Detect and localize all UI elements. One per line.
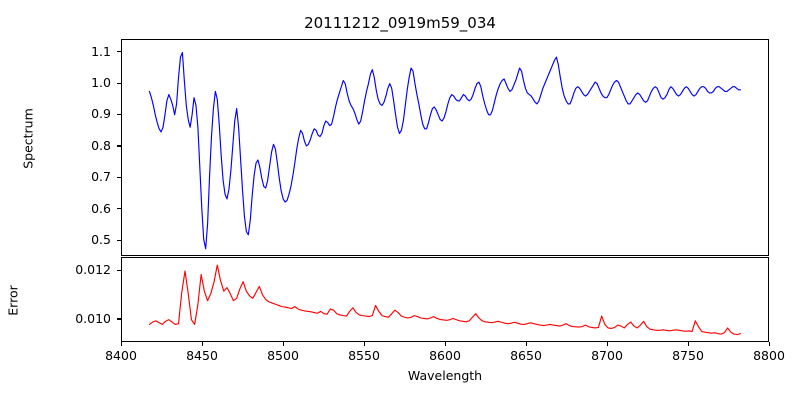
spectrum-line-plot (148, 51, 742, 250)
x-axis-label: Wavelength (407, 368, 483, 383)
x-tick-mark (687, 342, 689, 346)
x-tick-label: 8650 (510, 348, 542, 363)
y-tick-label: 1.0 (91, 75, 111, 91)
x-tick-mark (444, 342, 446, 346)
y-tick-label: 0.9 (91, 106, 111, 122)
x-tick-label: 8550 (348, 348, 380, 363)
x-tick-label: 8750 (672, 348, 704, 363)
y-tick-label: 0.010 (75, 310, 111, 326)
error-axis-label: Error (5, 285, 21, 316)
y-tick-label: 0.6 (91, 200, 111, 216)
y-tick-mark (117, 113, 121, 116)
chart-title: 20111212_0919m59_034 (304, 14, 496, 32)
x-tick-mark (363, 342, 365, 346)
x-tick-mark (525, 342, 527, 346)
y-tick-mark (117, 51, 121, 53)
x-tick-label: 8700 (591, 348, 623, 363)
y-tick-mark (117, 82, 121, 84)
spectrum-axis-label: Spectrum (20, 108, 36, 169)
y-tick-label: 0.7 (91, 169, 111, 185)
y-tick-mark (117, 208, 121, 210)
spectrum-data-line (148, 51, 742, 250)
x-tick-label: 8800 (753, 348, 785, 363)
y-tick-mark (117, 269, 121, 271)
x-tick-label: 8500 (267, 348, 299, 363)
y-tick-label: 0.012 (75, 262, 111, 278)
x-tick-label: 8400 (105, 348, 137, 363)
x-tick-mark (201, 342, 203, 346)
y-tick-mark (117, 176, 121, 178)
x-tick-mark (282, 342, 284, 346)
y-tick-mark (117, 145, 121, 147)
x-tick-mark (120, 342, 122, 346)
x-tick-mark (606, 342, 608, 346)
error-panel (121, 257, 769, 342)
y-tick-mark (117, 318, 121, 320)
y-tick-label: 0.8 (91, 137, 111, 153)
x-tick-mark (768, 342, 770, 346)
x-tick-label: 8600 (429, 348, 461, 363)
spectrum-panel (121, 39, 769, 256)
error-data-line (148, 264, 742, 336)
y-tick-label: 0.5 (91, 232, 111, 248)
x-tick-label: 8450 (186, 348, 218, 363)
error-line-plot (148, 264, 742, 336)
y-tick-mark (117, 239, 121, 241)
y-tick-label: 1.1 (91, 43, 111, 59)
